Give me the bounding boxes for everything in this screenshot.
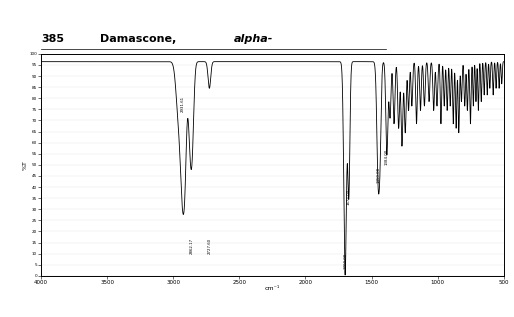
X-axis label: cm⁻¹: cm⁻¹ <box>265 286 280 291</box>
Text: 2931.61: 2931.61 <box>180 95 185 112</box>
Text: 2727.60: 2727.60 <box>207 238 211 254</box>
Text: alpha-: alpha- <box>234 34 273 44</box>
Text: 1672.00: 1672.00 <box>347 189 351 205</box>
Text: 385: 385 <box>41 34 64 44</box>
Text: 1450.00: 1450.00 <box>376 166 380 183</box>
Text: 2862.17: 2862.17 <box>190 238 194 254</box>
Text: 1700.00: 1700.00 <box>343 253 347 269</box>
Text: Damascone,: Damascone, <box>100 34 180 44</box>
Text: 1384.00: 1384.00 <box>385 149 389 165</box>
Y-axis label: %T: %T <box>23 160 28 170</box>
